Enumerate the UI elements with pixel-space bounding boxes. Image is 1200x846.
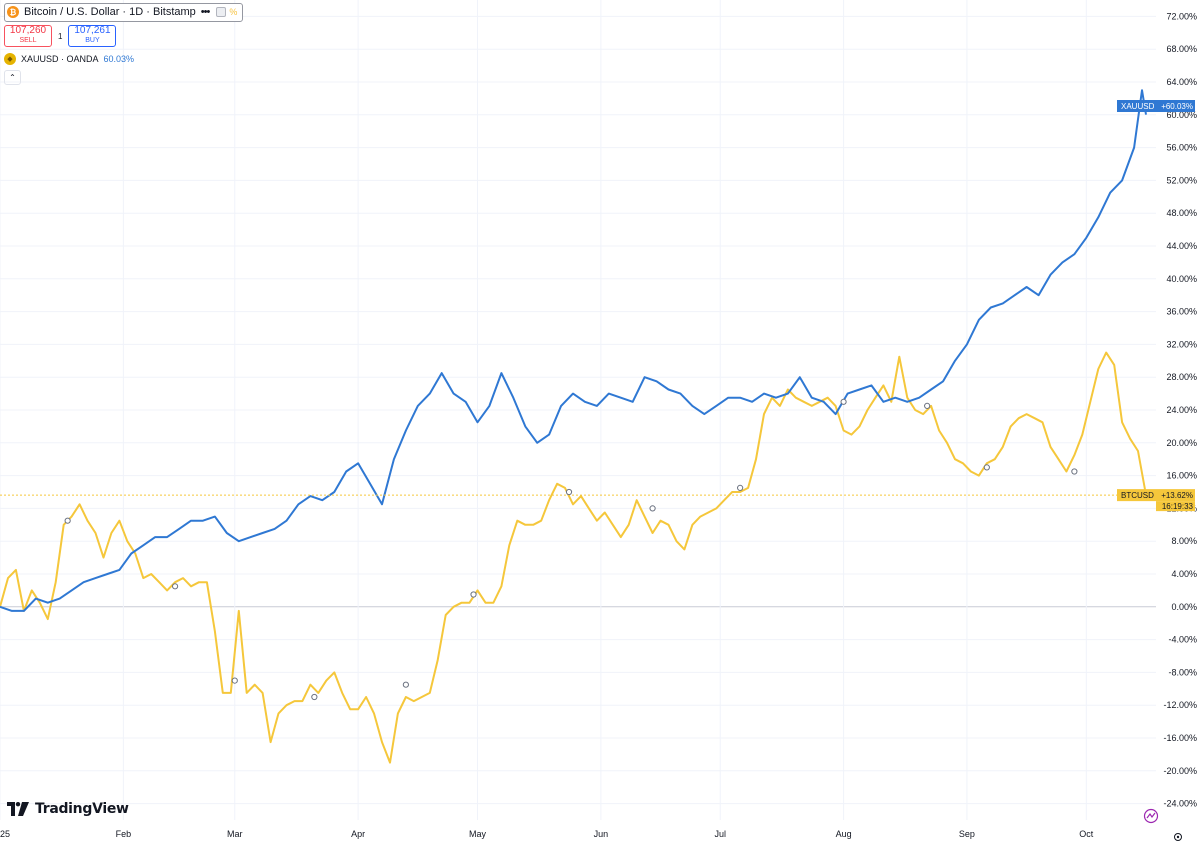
grid-lines xyxy=(0,0,1156,820)
y-tick-label: 56.00% xyxy=(1166,143,1197,153)
y-tick-label: 36.00% xyxy=(1166,307,1197,317)
y-tick-label: 68.00% xyxy=(1166,44,1197,54)
sell-label: SELL xyxy=(19,37,37,44)
y-axis: 72.00% 68.00% 64.00% 60.00% 56.00% 52.00% 48.0… xyxy=(1163,11,1197,808)
y-tick-label: 52.00% xyxy=(1166,175,1197,185)
compare-legend[interactable]: ◆ XAUUSD · OANDA 60.03% xyxy=(4,53,243,65)
y-tick-label: 48.00% xyxy=(1166,208,1197,218)
logo-text: TradingView xyxy=(35,801,129,817)
y-tick-label: 32.00% xyxy=(1166,339,1197,349)
more-dots-icon[interactable]: ••• xyxy=(200,6,211,18)
xauusd-tag-value: +60.03% xyxy=(1161,102,1193,111)
symbol-selector[interactable]: ₿ Bitcoin / U.S. Dollar · 1D · Bitstamp … xyxy=(4,2,244,22)
event-marker[interactable] xyxy=(402,681,409,688)
x-axis: 2025 Feb Mar Apr May Jun Jul Aug Sep Oct xyxy=(0,829,1094,839)
event-markers xyxy=(64,398,1078,701)
y-tick-label: 28.00% xyxy=(1166,372,1197,382)
xauusd-tag xyxy=(1117,100,1195,112)
x-tick-label: Jul xyxy=(714,829,726,839)
tradingview-logo-icon xyxy=(7,802,29,816)
y-tick-label: 64.00% xyxy=(1166,77,1197,87)
sell-button[interactable]: 107,260 SELL xyxy=(4,25,52,47)
event-marker[interactable] xyxy=(470,591,477,598)
y-tick-label: -16.00% xyxy=(1163,733,1197,743)
hidden-percent: % xyxy=(229,7,238,17)
series-lines xyxy=(0,89,1156,764)
bitcoin-icon: ₿ xyxy=(7,6,19,18)
y-tick-label: -8.00% xyxy=(1168,667,1197,677)
event-marker[interactable] xyxy=(1071,468,1078,475)
x-tick-label: Feb xyxy=(116,829,132,839)
compare-percent: 60.03% xyxy=(103,54,135,64)
event-marker[interactable] xyxy=(171,583,179,590)
event-marker[interactable] xyxy=(737,484,744,491)
chevron-up-icon[interactable]: ⌃ xyxy=(4,70,21,85)
btcusd-tag xyxy=(1117,489,1195,502)
y-tick-label: -4.00% xyxy=(1168,635,1197,645)
y-tick-label: 44.00% xyxy=(1166,241,1197,251)
sell-price: 107,260 xyxy=(9,25,47,36)
event-marker[interactable] xyxy=(64,517,71,524)
x-tick-label: Apr xyxy=(351,829,365,839)
x-tick-label: Aug xyxy=(836,829,852,839)
gold-icon: ◆ xyxy=(4,53,16,65)
y-tick-label: 20.00% xyxy=(1166,438,1197,448)
chart-legend: ₿ Bitcoin / U.S. Dollar · 1D · Bitstamp … xyxy=(4,2,244,85)
y-tick-label: -24.00% xyxy=(1163,799,1197,809)
x-tick-label: May xyxy=(469,829,487,839)
xauusd-tag-name: XAUUSD xyxy=(1121,102,1155,111)
btcusd-tag-value: +13.62% xyxy=(1161,491,1193,500)
y-tick-label: 72.00% xyxy=(1166,11,1197,21)
event-marker[interactable] xyxy=(840,398,847,405)
event-marker[interactable] xyxy=(983,464,990,471)
buy-label: BUY xyxy=(85,37,100,44)
spread-value: 1 xyxy=(58,31,63,41)
event-marker[interactable] xyxy=(231,677,238,684)
y-tick-label: 60.00% xyxy=(1166,110,1197,120)
y-tick-label: -20.00% xyxy=(1163,766,1197,776)
y-tick-label: 16.00% xyxy=(1166,471,1197,481)
y-tick-label: -12.00% xyxy=(1163,700,1197,710)
y-tick-label: 40.00% xyxy=(1166,274,1197,284)
x-tick-label: Jun xyxy=(594,829,609,839)
y-tick-label: 4.00% xyxy=(1171,569,1197,579)
event-marker[interactable] xyxy=(311,693,318,701)
y-tick-label: 8.00% xyxy=(1171,536,1197,546)
event-marker[interactable] xyxy=(565,488,573,496)
event-marker[interactable] xyxy=(924,402,931,409)
btcusd-countdown: 16:19:33 xyxy=(1162,502,1194,511)
buy-price: 107,261 xyxy=(74,25,111,36)
btcusd-tag-name: BTCUSD xyxy=(1121,491,1154,500)
buy-button[interactable]: 107,261 BUY xyxy=(68,25,117,47)
x-tick-label: Sep xyxy=(959,829,975,839)
tradingview-logo[interactable]: TradingView xyxy=(7,801,129,817)
assistant-icon[interactable] xyxy=(1143,808,1159,824)
y-tick-label: 0.00% xyxy=(1171,602,1197,612)
x-tick-label: 2025 xyxy=(0,829,10,839)
y-tick-label: 24.00% xyxy=(1166,405,1197,415)
series-line-btcusd[interactable] xyxy=(0,351,1147,764)
hide-icon[interactable] xyxy=(216,7,227,17)
x-tick-label: Oct xyxy=(1079,829,1094,839)
symbol-title: Bitcoin / U.S. Dollar · 1D · Bitstamp xyxy=(24,6,196,18)
price-tags: XAUUSD +60.03% BTCUSD +13.62% 16:19:33 xyxy=(1117,100,1195,512)
gear-icon[interactable] xyxy=(1173,832,1183,842)
event-marker[interactable] xyxy=(649,505,656,512)
x-tick-label: Mar xyxy=(227,829,243,839)
series-line-xauusd[interactable] xyxy=(0,89,1147,612)
compare-symbol: XAUUSD · OANDA xyxy=(21,54,99,64)
btcusd-countdown-bg xyxy=(1156,501,1195,512)
